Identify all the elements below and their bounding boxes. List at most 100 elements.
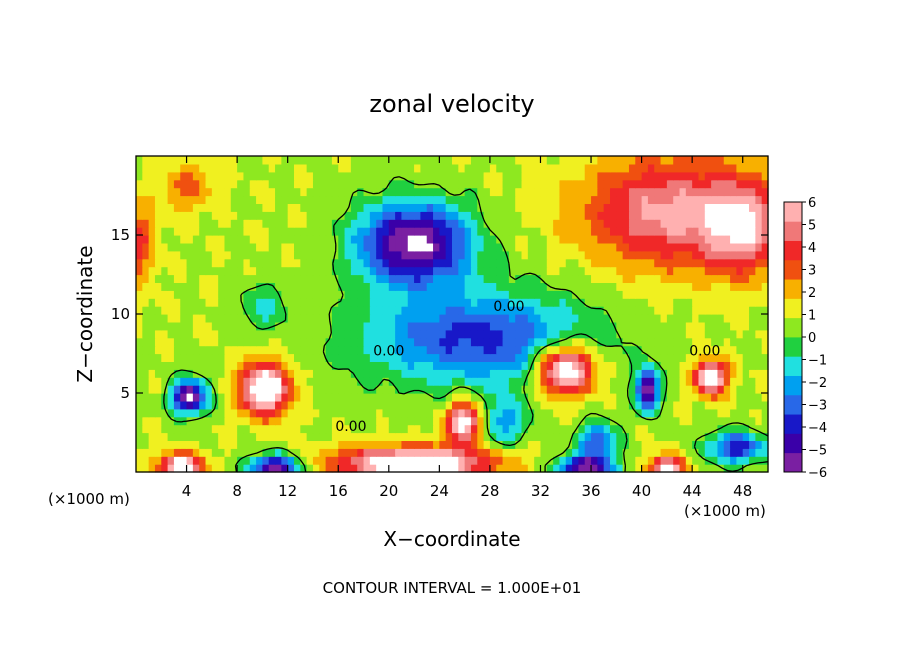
heatmap-cell <box>243 258 251 268</box>
heatmap-cell <box>445 163 453 173</box>
heatmap-cell <box>685 163 693 173</box>
heatmap-cell <box>521 456 529 465</box>
heatmap-cell <box>591 321 598 331</box>
heatmap-cell <box>395 227 403 236</box>
heatmap-cell <box>167 321 175 331</box>
heatmap-cell <box>603 219 611 228</box>
heatmap-cell <box>610 432 617 441</box>
heatmap-cell <box>363 440 371 449</box>
heatmap-cell <box>723 195 731 204</box>
heatmap-cell <box>395 456 403 465</box>
heatmap-cell <box>287 393 295 402</box>
heatmap-cell <box>363 282 371 291</box>
heatmap-cell <box>578 424 586 434</box>
heatmap-cell <box>679 195 687 204</box>
heatmap-cell <box>325 432 333 441</box>
heatmap-cell <box>603 329 611 339</box>
heatmap-cell <box>243 456 251 465</box>
heatmap-cell <box>230 282 238 291</box>
heatmap-cell <box>565 274 573 283</box>
heatmap-cell <box>496 321 504 331</box>
heatmap-cell <box>711 156 719 165</box>
heatmap-cell <box>553 314 561 323</box>
heatmap-cell <box>306 385 314 394</box>
heatmap-cell <box>698 179 706 189</box>
heatmap-cell <box>660 337 668 347</box>
heatmap-cell <box>565 187 573 197</box>
heatmap-cell <box>540 306 548 315</box>
heatmap-cell <box>660 219 668 228</box>
heatmap-cell <box>401 306 409 315</box>
heatmap-cell <box>761 187 769 197</box>
heatmap-cell <box>357 156 365 165</box>
heatmap-cell <box>470 416 478 426</box>
heatmap-cell <box>502 187 510 197</box>
heatmap-cell <box>704 258 712 268</box>
heatmap-cell <box>685 171 693 181</box>
heatmap-cell <box>660 464 668 473</box>
heatmap-cell <box>338 203 346 212</box>
heatmap-cell <box>275 361 282 370</box>
heatmap-cell <box>230 393 238 402</box>
heatmap-cell <box>704 156 712 165</box>
heatmap-cell <box>199 219 207 228</box>
heatmap-cell <box>306 258 314 268</box>
heatmap-cell <box>628 353 636 362</box>
heatmap-cell <box>666 440 674 449</box>
heatmap-cell <box>376 219 384 228</box>
heatmap-cell <box>458 377 466 386</box>
colorbar-swatch <box>784 240 802 261</box>
heatmap-cell <box>578 369 586 378</box>
x-axis-label: X−coordinate <box>383 527 520 551</box>
heatmap-cell <box>679 361 687 370</box>
heatmap-cell <box>603 456 611 465</box>
heatmap-cell <box>749 242 756 252</box>
heatmap-cell <box>704 298 712 307</box>
heatmap-cell <box>603 274 611 283</box>
heatmap-cell <box>275 400 282 410</box>
heatmap-cell <box>717 203 725 212</box>
heatmap-cell <box>502 408 510 418</box>
heatmap-cell <box>723 242 731 252</box>
heatmap-cell <box>711 416 719 426</box>
heatmap-cell <box>666 250 674 260</box>
heatmap-cell <box>161 211 169 220</box>
heatmap-cell <box>218 250 226 260</box>
heatmap-cell <box>426 329 434 339</box>
heatmap-cell <box>363 337 371 347</box>
heatmap-cell <box>559 408 567 418</box>
heatmap-cell <box>281 282 289 291</box>
heatmap-cell <box>508 306 516 315</box>
heatmap-cell <box>338 424 346 434</box>
heatmap-cell <box>540 219 548 228</box>
heatmap-cell <box>414 266 421 276</box>
heatmap-cell <box>470 329 478 339</box>
heatmap-cell <box>622 290 630 299</box>
heatmap-cell <box>464 456 472 465</box>
heatmap-cell <box>148 242 156 252</box>
heatmap-cell <box>711 171 719 181</box>
heatmap-cell <box>755 266 763 276</box>
heatmap-cell <box>256 385 263 394</box>
heatmap-cell <box>559 456 567 465</box>
heatmap-cell <box>275 424 282 434</box>
heatmap-cell <box>312 424 320 434</box>
heatmap-cell <box>673 282 681 291</box>
heatmap-cell <box>180 290 188 299</box>
heatmap-cell <box>521 227 529 236</box>
heatmap-cell <box>287 337 295 347</box>
heatmap-cell <box>350 385 358 394</box>
heatmap-cell <box>584 321 592 331</box>
heatmap-cell <box>635 227 643 236</box>
heatmap-cell <box>401 353 409 362</box>
heatmap-cell <box>616 282 624 291</box>
heatmap-cell <box>527 448 535 457</box>
heatmap-cell <box>439 266 447 276</box>
heatmap-cell <box>496 211 504 220</box>
heatmap-cell <box>521 424 529 434</box>
heatmap-cell <box>711 321 719 331</box>
heatmap-cell <box>515 306 523 315</box>
heatmap-cell <box>439 369 447 378</box>
heatmap-cell <box>148 219 156 228</box>
heatmap-cell <box>331 369 339 378</box>
